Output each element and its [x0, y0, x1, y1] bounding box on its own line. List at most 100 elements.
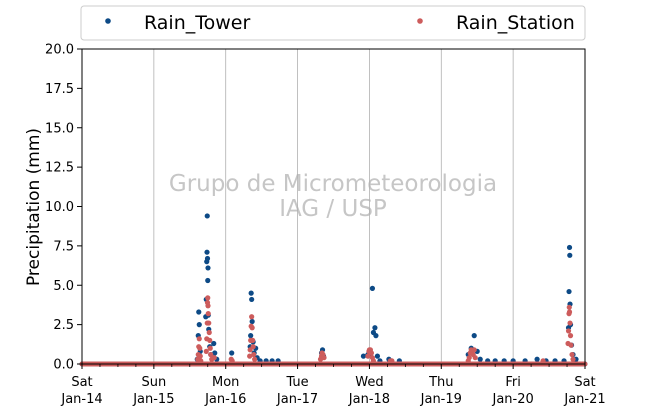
data-point-rain-tower	[372, 325, 378, 331]
x-tick-label-day: Sat	[71, 375, 92, 390]
x-tick-label-day: Thu	[428, 375, 453, 390]
data-point-rain-station	[207, 345, 213, 351]
x-tick-label-day: Tue	[285, 375, 308, 390]
y-tick-label: 12.5	[45, 161, 74, 176]
data-point-rain-station	[197, 353, 203, 359]
y-tick-label: 7.5	[53, 239, 74, 254]
data-point-rain-tower	[477, 356, 483, 362]
data-point-rain-station	[568, 342, 574, 348]
data-point-rain-station	[205, 303, 211, 309]
data-point-rain-station	[570, 356, 576, 362]
data-point-rain-station	[368, 350, 375, 356]
watermark: Grupo de Micrometeorologia IAG / USP	[169, 171, 497, 222]
y-axis-title: Precipitation (mm)	[24, 128, 44, 286]
data-point-rain-station	[567, 320, 573, 326]
data-point-rain-station	[229, 358, 235, 364]
data-point-rain-tower	[212, 350, 218, 356]
data-point-rain-tower	[373, 333, 379, 339]
data-point-rain-tower	[196, 322, 202, 328]
x-tick-label-date: Jan-19	[420, 392, 462, 407]
data-point-rain-tower	[374, 353, 381, 359]
y-axis: 0.0 2.5 5.0 7.5 10.0 12.5 15.0 17.5 20.0	[45, 43, 82, 373]
x-axis: Sat Jan-14 Sun Jan-15 Mon Jan-16 Tue Jan-17 Wed J…	[60, 364, 606, 407]
data-point-rain-station	[197, 345, 203, 351]
data-point-rain-station	[203, 348, 209, 354]
data-point-rain-tower	[205, 277, 211, 284]
y-tick-label: 5.0	[53, 279, 74, 294]
legend-marker-rain-station	[417, 18, 423, 24]
data-point-rain-tower	[360, 353, 367, 359]
data-point-rain-station	[251, 351, 257, 358]
watermark-line-1: Grupo de Micrometeorologia	[169, 171, 497, 197]
data-point-rain-station	[321, 355, 327, 361]
x-tick-label-day: Wed	[355, 375, 383, 390]
legend: Rain_Tower Rain_Station	[80, 5, 586, 41]
x-tick-label-day: Sat	[574, 375, 595, 390]
x-tick-label-date: Jan-17	[276, 392, 318, 407]
y-tick-label: 15.0	[45, 121, 74, 136]
data-point-rain-station	[472, 355, 478, 361]
data-point-rain-tower	[196, 309, 202, 315]
x-tick-label-date: Jan-15	[132, 392, 174, 407]
data-point-rain-station	[207, 337, 213, 343]
data-point-rain-tower	[567, 252, 573, 258]
data-point-rain-tower	[204, 255, 211, 262]
data-points	[79, 213, 588, 367]
y-tick-label: 2.5	[53, 318, 74, 333]
x-tick-label-date: Jan-16	[204, 392, 246, 407]
data-point-rain-station	[206, 320, 212, 326]
data-point-rain-station	[211, 355, 217, 361]
data-point-rain-tower	[566, 288, 572, 295]
watermark-line-2: IAG / USP	[279, 196, 387, 222]
grid	[153, 49, 514, 364]
data-point-rain-tower	[471, 333, 477, 339]
data-point-rain-station	[471, 347, 477, 353]
data-point-rain-station	[569, 351, 575, 358]
x-tick-label-day: Mon	[212, 375, 239, 390]
x-tick-label-date: Jan-14	[60, 392, 102, 407]
data-point-rain-tower	[249, 296, 255, 303]
data-point-rain-station	[196, 336, 202, 342]
data-point-rain-tower	[566, 244, 573, 251]
data-point-rain-tower	[534, 356, 540, 362]
data-point-rain-tower	[249, 318, 255, 325]
x-tick-label-day: Sun	[141, 375, 166, 390]
data-point-rain-station	[205, 311, 211, 317]
data-point-rain-tower	[229, 350, 235, 356]
y-tick-label: 17.5	[45, 82, 74, 97]
data-point-rain-tower	[211, 340, 217, 347]
y-tick-label: 10.0	[45, 200, 74, 215]
data-point-rain-station	[565, 328, 572, 334]
y-tick-label: 0.0	[53, 358, 74, 373]
data-point-rain-station	[540, 358, 546, 364]
data-point-rain-station	[365, 353, 371, 359]
data-point-rain-station	[205, 295, 211, 301]
legend-label-rain-station: Rain_Station	[456, 12, 575, 34]
data-point-rain-tower	[248, 333, 254, 339]
legend-label-rain-tower: Rain_Tower	[144, 12, 250, 34]
y-tick-label: 20.0	[45, 43, 74, 58]
data-point-rain-station	[370, 358, 377, 364]
x-tick-label-date: Jan-21	[563, 392, 605, 407]
data-point-rain-station	[247, 353, 253, 359]
x-tick-label-day: Fri	[505, 375, 521, 390]
data-point-rain-tower	[204, 249, 210, 255]
data-point-rain-station	[566, 304, 572, 310]
data-point-rain-station	[250, 344, 256, 350]
data-point-rain-station	[566, 309, 573, 315]
data-point-rain-station	[389, 358, 395, 364]
data-point-rain-station	[206, 329, 212, 336]
data-point-rain-station	[252, 356, 258, 362]
data-point-rain-tower	[248, 290, 254, 296]
x-tick-label-date: Jan-18	[348, 392, 390, 407]
legend-marker-rain-tower	[105, 18, 111, 24]
data-point-rain-station	[567, 333, 574, 339]
data-point-rain-station	[250, 337, 256, 343]
x-tick-label-date: Jan-20	[492, 392, 534, 407]
data-point-rain-station	[249, 325, 255, 331]
data-point-rain-tower	[204, 213, 210, 219]
data-point-rain-tower	[205, 265, 211, 271]
data-point-rain-station	[198, 358, 204, 364]
data-point-rain-station	[466, 355, 472, 361]
